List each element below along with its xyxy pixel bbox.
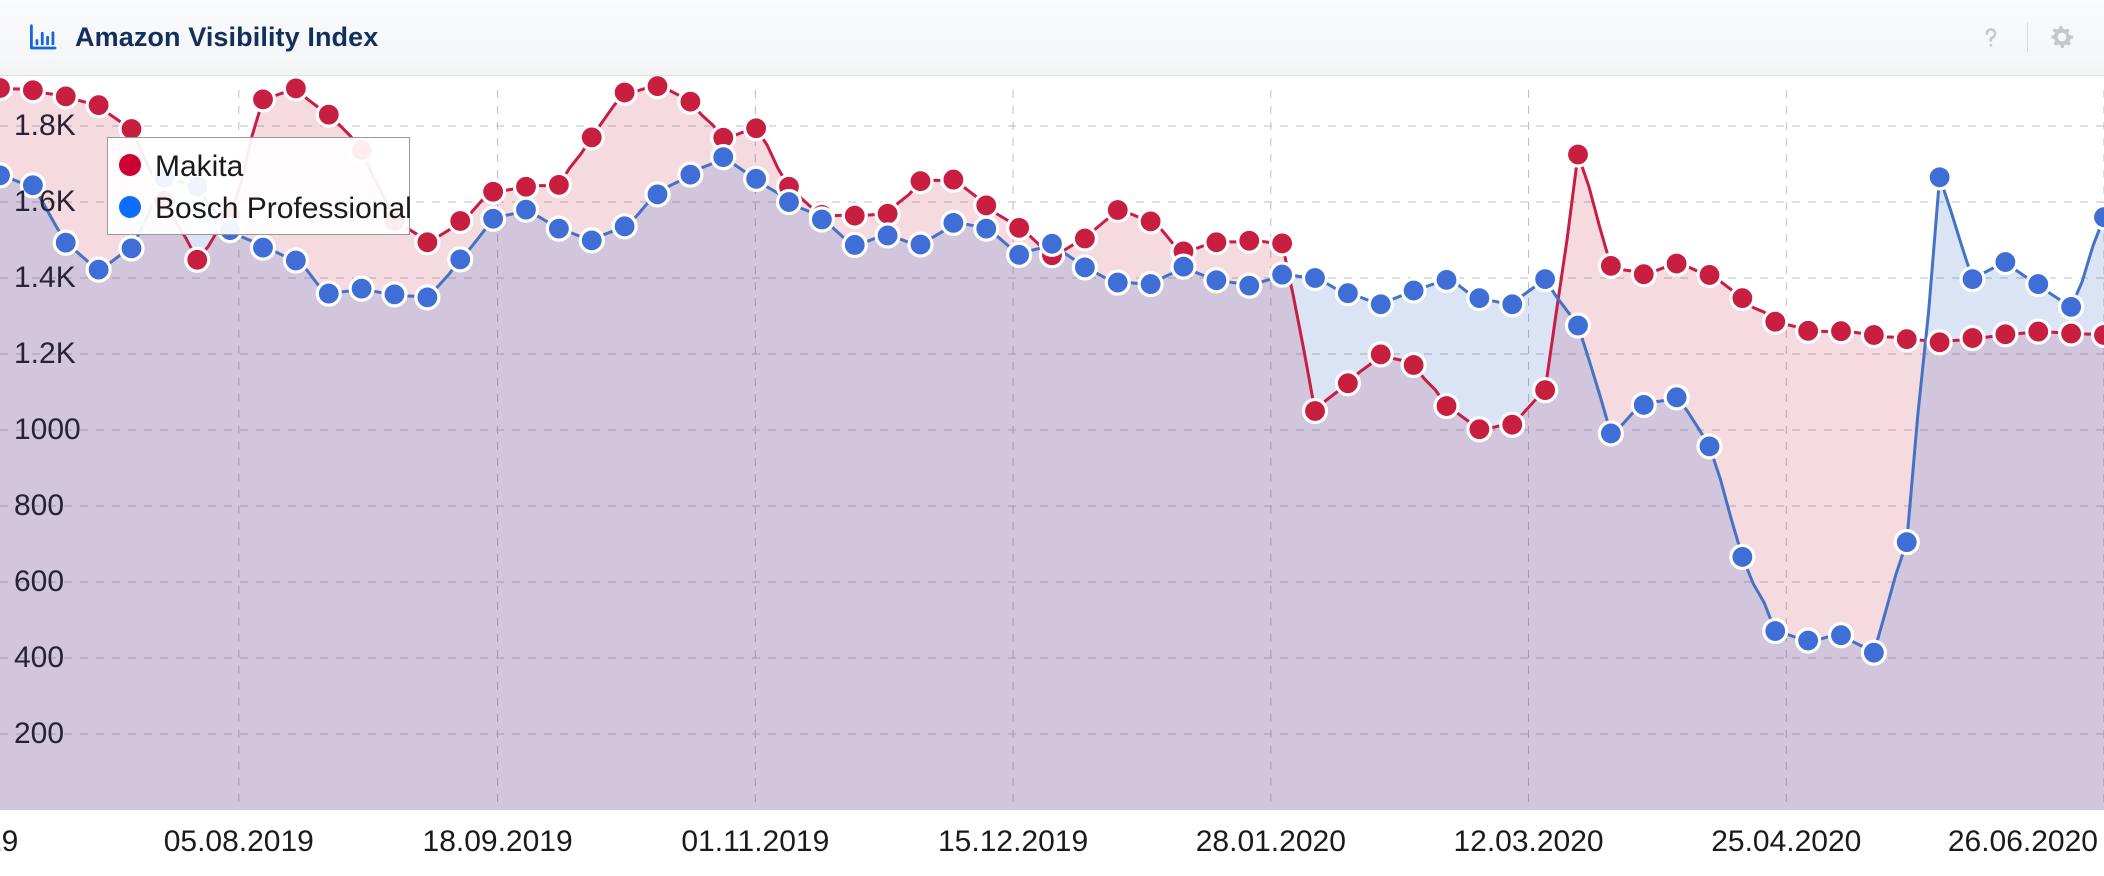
svg-text:26.06.2020: 26.06.2020: [1948, 825, 2098, 858]
svg-text:19: 19: [0, 825, 18, 858]
svg-text:1.4K: 1.4K: [14, 261, 76, 294]
svg-text:25.04.2020: 25.04.2020: [1711, 825, 1861, 858]
svg-text:01.11.2019: 01.11.2019: [681, 825, 829, 858]
svg-text:1.2K: 1.2K: [14, 337, 76, 370]
svg-text:1000: 1000: [14, 413, 81, 446]
svg-text:18.09.2019: 18.09.2019: [423, 825, 573, 858]
svg-text:05.08.2019: 05.08.2019: [164, 825, 314, 858]
svg-text:1.8K: 1.8K: [14, 109, 76, 142]
svg-text:400: 400: [14, 641, 64, 674]
svg-text:600: 600: [14, 565, 64, 598]
svg-text:800: 800: [14, 489, 64, 522]
svg-text:200: 200: [14, 717, 64, 750]
svg-text:1.6K: 1.6K: [14, 185, 76, 218]
svg-text:15.12.2019: 15.12.2019: [938, 825, 1088, 858]
svg-text:12.03.2020: 12.03.2020: [1453, 825, 1603, 858]
svg-text:28.01.2020: 28.01.2020: [1196, 825, 1346, 858]
